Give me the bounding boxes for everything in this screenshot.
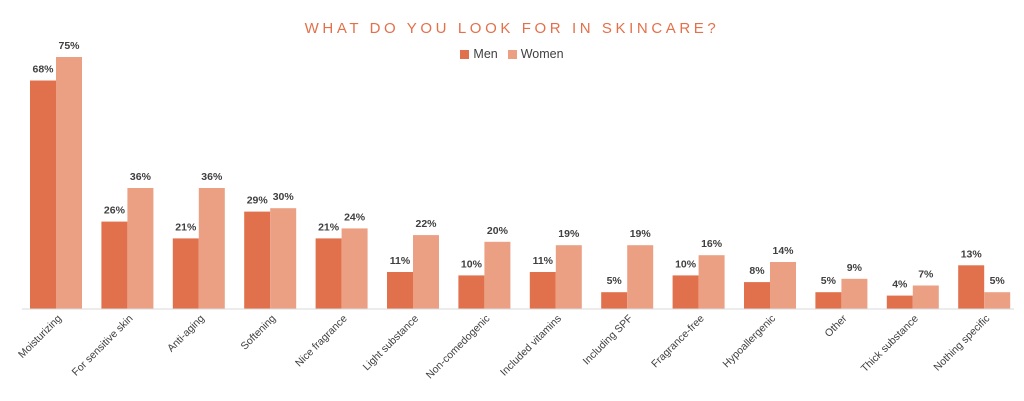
category-label-13: Nothing specific: [931, 313, 992, 374]
bar-women-12: [912, 285, 939, 309]
legend-item-men: Men: [460, 47, 498, 61]
category-label-7: Included vitamins: [498, 313, 564, 379]
bar-men-6: [458, 275, 485, 309]
data-label-women-11: 9%: [847, 262, 863, 274]
bar-women-11: [841, 278, 868, 309]
bar-men-11: [815, 292, 842, 309]
bar-women-3: [270, 208, 297, 309]
data-label-men-7: 11%: [533, 255, 554, 267]
legend-item-women: Women: [507, 47, 564, 61]
data-label-women-7: 19%: [558, 228, 580, 240]
bar-men-1: [101, 221, 128, 309]
data-label-men-10: 8%: [749, 265, 765, 277]
data-label-women-3: 30%: [273, 191, 295, 203]
category-label-6: Non-comedogenic: [424, 313, 493, 382]
data-label-men-5: 11%: [390, 255, 411, 267]
bar-men-3: [244, 211, 271, 309]
category-label-12: Thick substance: [859, 313, 921, 375]
category-label-5: Light substance: [361, 313, 422, 374]
bar-men-5: [387, 272, 413, 309]
legend-label-men: Men: [473, 47, 498, 61]
data-label-men-8: 5%: [607, 275, 623, 287]
data-label-women-5: 22%: [415, 218, 437, 230]
bar-women-6: [484, 241, 511, 309]
data-label-women-1: 36%: [130, 171, 152, 183]
data-label-men-4: 21%: [318, 221, 340, 233]
bar-men-9: [672, 275, 699, 309]
category-label-1: For sensitive skin: [70, 313, 136, 379]
data-label-women-9: 16%: [701, 238, 723, 250]
data-label-men-3: 29%: [247, 195, 269, 207]
data-label-women-13: 5%: [990, 275, 1006, 287]
bar-men-10: [744, 282, 770, 309]
bar-men-12: [886, 295, 913, 309]
data-label-men-6: 10%: [461, 258, 483, 270]
data-label-women-10: 14%: [772, 245, 794, 257]
data-label-men-12: 4%: [892, 279, 908, 291]
bar-women-2: [198, 188, 225, 309]
data-label-women-2: 36%: [201, 171, 223, 183]
bar-men-4: [315, 238, 342, 309]
bar-women-13: [984, 292, 1011, 309]
category-label-10: Hypoallergenic: [721, 313, 779, 371]
data-label-women-4: 24%: [344, 211, 366, 223]
data-label-men-11: 5%: [821, 275, 837, 287]
bar-men-0: [30, 80, 56, 309]
category-label-3: Softening: [238, 313, 278, 353]
bar-women-0: [56, 57, 82, 309]
category-label-4: Nice fragrance: [293, 313, 350, 370]
category-label-11: Other: [822, 312, 849, 339]
data-label-men-1: 26%: [104, 205, 126, 217]
data-label-women-12: 7%: [918, 269, 934, 281]
bar-women-1: [127, 188, 154, 309]
data-label-men-0: 68%: [32, 64, 54, 76]
category-label-2: Anti-aging: [165, 313, 207, 355]
bar-men-8: [601, 292, 628, 309]
bar-women-4: [341, 228, 368, 309]
data-label-men-13: 13%: [961, 248, 983, 260]
legend: Men Women: [0, 47, 1024, 61]
category-label-0: Moisturizing: [16, 313, 64, 361]
bar-men-13: [958, 265, 985, 309]
bar-women-9: [698, 255, 725, 309]
bar-women-8: [627, 245, 654, 309]
data-label-women-0: 75%: [58, 40, 80, 52]
bars-layer: [30, 57, 1011, 309]
data-label-men-9: 10%: [675, 258, 697, 270]
data-label-women-8: 19%: [630, 228, 652, 240]
data-label-men-2: 21%: [175, 221, 197, 233]
data-label-women-6: 20%: [487, 225, 509, 237]
chart-title: WHAT DO YOU LOOK FOR IN SKINCARE?: [304, 20, 720, 37]
legend-swatch-men: [460, 49, 470, 59]
category-label-8: Including SPF: [581, 313, 636, 368]
bar-men-7: [529, 272, 556, 309]
bar-women-7: [555, 245, 582, 309]
bar-men-2: [172, 238, 199, 309]
bar-women-10: [770, 262, 796, 309]
bar-women-5: [413, 235, 439, 309]
legend-label-women: Women: [520, 47, 564, 61]
legend-swatch-women: [507, 49, 517, 59]
labels-layer: 68% 75% Moisturizing 26% 36% For sensitive sk…: [16, 40, 1005, 381]
category-label-9: Fragrance-free: [649, 313, 707, 371]
